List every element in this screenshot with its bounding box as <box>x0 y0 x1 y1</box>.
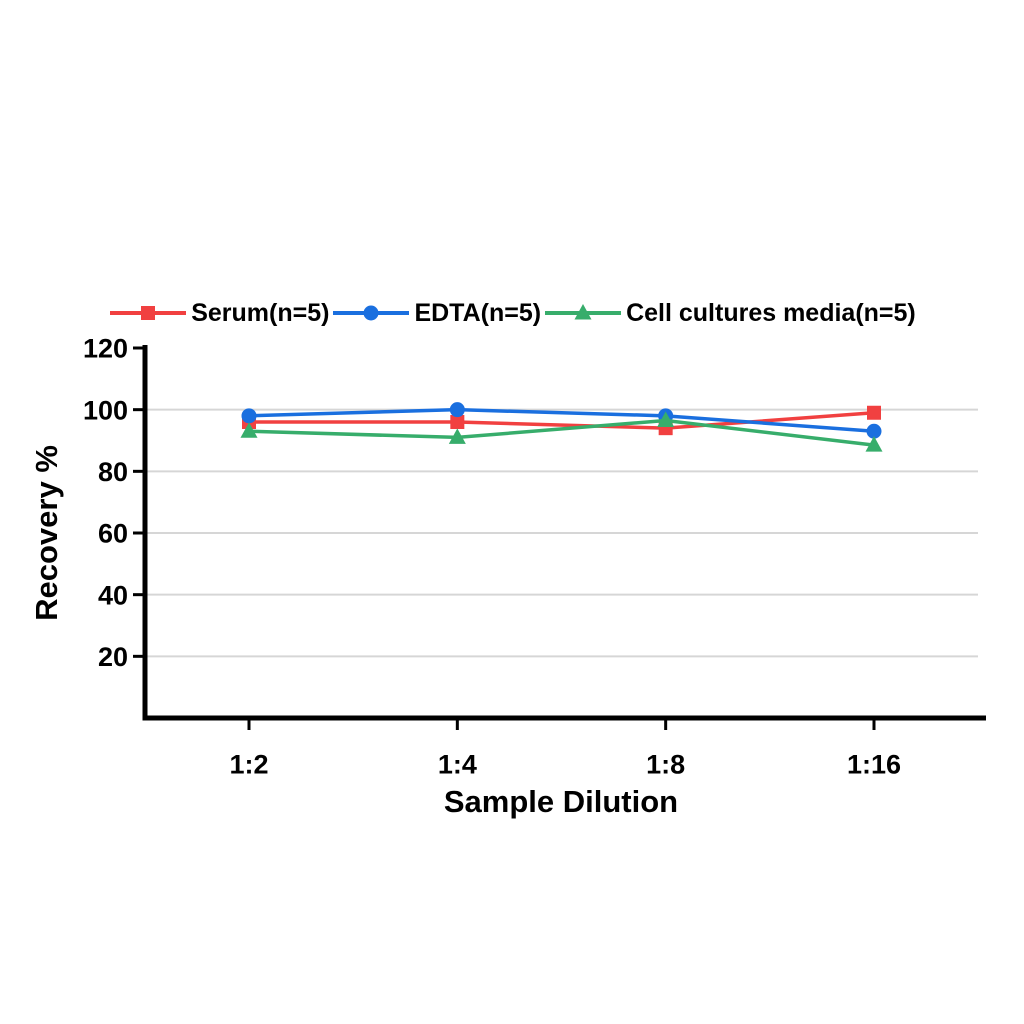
x-axis-label: Sample Dilution <box>444 784 678 819</box>
triangle-legend-key-icon <box>545 304 622 320</box>
x-tick-label: 1:2 <box>229 749 268 779</box>
y-tick-label: 40 <box>98 580 128 610</box>
triangle-marker-icon <box>574 304 592 320</box>
circle-legend-key-icon <box>333 305 410 321</box>
y-tick-label: 80 <box>98 457 128 487</box>
series-line-2 <box>248 418 875 447</box>
data-point-marker <box>448 428 466 444</box>
legend-label: Serum(n=5) <box>191 298 330 327</box>
legend-item-2: Cell cultures media(n=5) <box>543 299 916 328</box>
x-tick-label: 1:4 <box>438 749 477 779</box>
y-tick-label: 120 <box>83 334 128 364</box>
series-line-0 <box>249 411 875 430</box>
data-point-marker <box>241 408 257 424</box>
series-line-1 <box>248 407 875 433</box>
data-point-marker <box>240 422 258 438</box>
chart-legend: Serum(n=5) EDTA(n=5) Cell cultures media(n… <box>0 296 1024 330</box>
square-marker-icon <box>141 306 156 320</box>
y-axis-label: Recovery % <box>29 445 64 621</box>
legend-label: EDTA(n=5) <box>414 298 542 327</box>
circle-marker-icon <box>363 305 379 321</box>
data-point-marker <box>867 405 881 420</box>
y-tick-label: 20 <box>98 642 128 672</box>
legend-item-1: EDTA(n=5) <box>331 299 541 328</box>
y-tick-label: 60 <box>98 519 128 549</box>
square-legend-key-icon <box>110 306 187 320</box>
y-tick-label: 100 <box>83 395 128 425</box>
legend-item-0: Serum(n=5) <box>108 299 329 328</box>
gridlines <box>145 408 978 658</box>
legend-label: Cell cultures media(n=5) <box>626 298 916 327</box>
data-point-marker <box>865 436 883 452</box>
x-tick-label: 1:16 <box>847 749 901 779</box>
data-point-marker <box>657 411 675 427</box>
data-point-marker <box>450 415 465 429</box>
axes: 20 40 60 80 100 120 1:2 1:4 1:8 1:16 <box>83 334 986 779</box>
data-point-marker <box>449 402 465 418</box>
data-point-marker <box>866 423 882 439</box>
series-lines <box>240 402 883 452</box>
x-tick-label: 1:8 <box>646 749 685 779</box>
